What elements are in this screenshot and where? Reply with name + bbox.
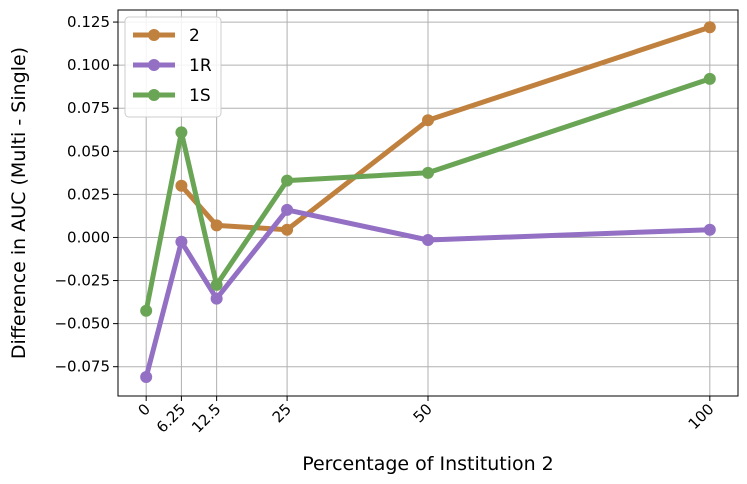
series-line (143, 207, 713, 380)
series-1R (140, 203, 716, 384)
x-axis-label: Percentage of Institution 2 (302, 453, 554, 475)
legend-label: 1S (189, 86, 211, 106)
legend-label: 1R (189, 56, 212, 76)
x-tick-label: 0 (135, 400, 154, 419)
series-2 (175, 21, 716, 236)
legend-marker (148, 89, 160, 101)
y-axis: −0.075 −0.050 −0.025 0.000 0.025 0.050 0.075 0.… (54, 13, 118, 376)
y-tick-label: 0.100 (67, 56, 110, 74)
series-line (143, 76, 713, 314)
data-point (175, 235, 188, 248)
series-line (178, 24, 713, 233)
data-point (281, 174, 294, 187)
y-tick-label: −0.025 (54, 272, 110, 290)
data-point (703, 21, 716, 34)
data-point (281, 223, 294, 236)
data-point (140, 371, 153, 384)
data-point (703, 223, 716, 236)
data-point (175, 179, 188, 192)
data-point (281, 203, 294, 216)
data-point (175, 126, 188, 139)
legend-marker (148, 29, 160, 41)
series-layer (140, 21, 716, 384)
data-point (140, 304, 153, 317)
data-point (210, 278, 223, 291)
y-tick-label: 0.075 (67, 99, 110, 117)
y-tick-label: −0.075 (54, 358, 110, 376)
data-point (210, 219, 223, 232)
x-tick-label: 25 (269, 400, 295, 426)
legend: 2 1R 1S (124, 16, 222, 118)
legend-item-2: 2 (133, 26, 200, 46)
series-1S (140, 72, 716, 317)
legend-marker (148, 59, 160, 71)
x-tick-label: 12.5 (188, 400, 224, 436)
legend-item-1S: 1S (133, 86, 211, 106)
y-tick-label: −0.050 (54, 315, 110, 333)
y-axis-label: Difference in AUC (Multi - Single) (8, 47, 30, 359)
legend-item-1R: 1R (133, 56, 212, 76)
data-point (422, 166, 434, 179)
x-tick-label: 6.25 (153, 400, 189, 436)
y-tick-label: 0.000 (67, 228, 110, 246)
data-point (210, 292, 223, 305)
y-tick-label: 0.050 (67, 142, 110, 160)
data-point (422, 114, 434, 127)
y-tick-label: 0.025 (67, 185, 110, 203)
data-point (703, 72, 716, 85)
x-tick-label: 50 (410, 400, 436, 426)
y-tick-label: 0.125 (67, 13, 110, 31)
x-tick-label: 100 (685, 400, 718, 433)
legend-label: 2 (189, 26, 200, 46)
data-point (422, 234, 434, 247)
